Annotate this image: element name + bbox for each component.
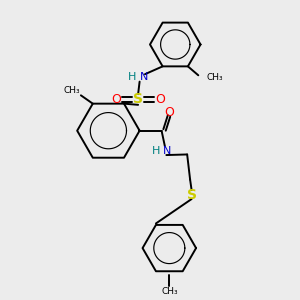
Text: N: N bbox=[140, 72, 148, 82]
Text: CH₃: CH₃ bbox=[161, 287, 178, 296]
Text: O: O bbox=[111, 93, 121, 106]
Text: S: S bbox=[187, 188, 196, 202]
Text: O: O bbox=[164, 106, 174, 119]
Text: O: O bbox=[155, 93, 165, 106]
Text: H: H bbox=[152, 146, 160, 157]
Text: S: S bbox=[133, 92, 143, 106]
Text: CH₃: CH₃ bbox=[63, 86, 80, 95]
Text: N: N bbox=[164, 146, 172, 157]
Text: CH₃: CH₃ bbox=[206, 73, 223, 82]
Text: H: H bbox=[128, 72, 136, 82]
